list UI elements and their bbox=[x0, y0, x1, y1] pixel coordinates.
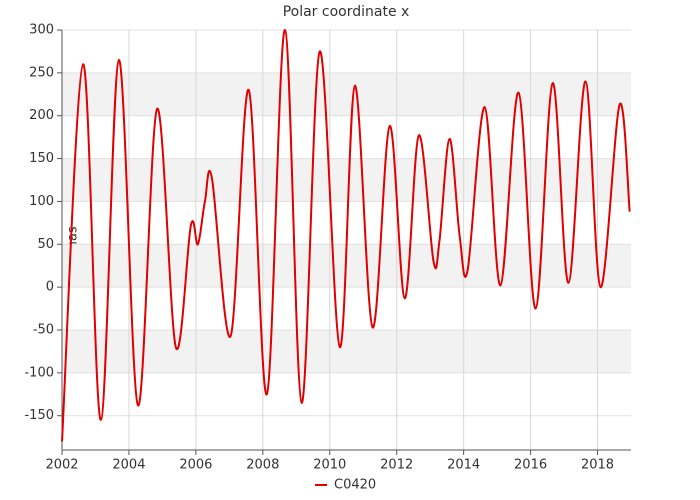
x-tick-label: 2018 bbox=[581, 458, 614, 473]
x-tick-label: 2008 bbox=[246, 458, 279, 473]
grid-band bbox=[62, 158, 631, 202]
x-tick-label: 2016 bbox=[514, 458, 547, 473]
chart-title: Polar coordinate x bbox=[283, 4, 410, 20]
y-tick-label: 150 bbox=[29, 151, 54, 166]
y-tick-label: 200 bbox=[29, 108, 54, 123]
x-tick-label: 2012 bbox=[380, 458, 413, 473]
x-tick-label: 2010 bbox=[313, 458, 346, 473]
y-tick-label: 100 bbox=[29, 194, 54, 209]
x-tick-label: 2006 bbox=[179, 458, 212, 473]
x-tick-label: 2002 bbox=[45, 458, 78, 473]
grid-band bbox=[62, 72, 631, 116]
y-tick-label: -150 bbox=[24, 408, 54, 423]
x-tick-label: 2014 bbox=[447, 458, 480, 473]
y-tick-label: -100 bbox=[24, 365, 54, 380]
x-tick-label: 2004 bbox=[112, 458, 145, 473]
grid-band bbox=[62, 330, 631, 373]
y-tick-label: 50 bbox=[37, 237, 54, 252]
y-tick-label: -50 bbox=[33, 323, 54, 338]
y-tick-label: 0 bbox=[46, 280, 54, 295]
legend-label: C0420 bbox=[334, 478, 376, 493]
y-tick-label: 250 bbox=[29, 65, 54, 80]
y-tick-label: 300 bbox=[29, 23, 54, 38]
data-line bbox=[61, 28, 631, 442]
